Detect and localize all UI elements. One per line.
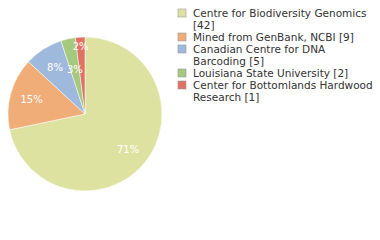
legend-swatch bbox=[178, 69, 186, 77]
chart: 71% 15% 8% 3% 2% Centre for Biodiversity Geno… bbox=[0, 0, 380, 240]
pie bbox=[8, 37, 162, 191]
legend-label: Centre for Biodiversity Genomics[42] bbox=[193, 7, 366, 31]
legend-swatch bbox=[178, 9, 186, 17]
data-labels: 71% 15% 8% 3% 2% bbox=[20, 41, 139, 155]
legend-label: Louisiana State University [2] bbox=[193, 67, 348, 79]
data-label: 8% bbox=[47, 62, 63, 73]
data-label: 2% bbox=[73, 41, 89, 52]
legend-swatch bbox=[178, 45, 186, 53]
legend: Centre for Biodiversity Genomics[42]Mine… bbox=[178, 7, 373, 103]
legend-label: Center for Bottomlands HardwoodResearch … bbox=[193, 79, 373, 103]
legend-swatch bbox=[178, 81, 186, 89]
data-label: 15% bbox=[20, 94, 42, 105]
legend-swatch bbox=[178, 33, 186, 41]
legend-label: Mined from GenBank, NCBI [9] bbox=[193, 31, 354, 43]
data-label: 71% bbox=[117, 144, 139, 155]
legend-label: Canadian Centre for DNABarcoding [5] bbox=[193, 43, 326, 67]
data-label: 3% bbox=[67, 64, 83, 75]
